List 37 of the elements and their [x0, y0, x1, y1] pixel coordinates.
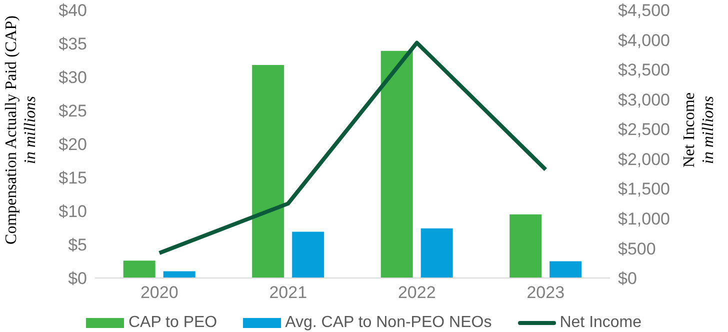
y2-axis-title: Net Income in millions [681, 92, 717, 168]
y-tick-label: $40 [58, 1, 87, 20]
legend-label: Avg. CAP to Non-PEO NEOs [285, 314, 492, 332]
y2-tick-label: $3,500 [618, 60, 670, 80]
bar [550, 261, 582, 278]
y-tick-label: $35 [58, 34, 87, 54]
y2-tick-label: $500 [618, 239, 656, 258]
y-tick-label: $5 [68, 236, 87, 255]
y-tick-label: $10 [58, 202, 87, 222]
x-tick-label: 2021 [269, 283, 308, 302]
y-tick-label: $0 [68, 269, 87, 288]
bar [380, 50, 413, 278]
line-series [157, 40, 548, 255]
y-axis-title: Compensation Actually Paid (CAP) in millions [3, 16, 39, 244]
y2-tick-label: $1,500 [618, 180, 670, 199]
bar [292, 232, 324, 278]
legend-label: Net Income [560, 314, 642, 332]
y2-tick-label: $1,000 [618, 209, 670, 228]
bar [123, 260, 156, 278]
x-tick-label: 2022 [398, 283, 436, 302]
y2-tick-label: $2,500 [618, 120, 670, 140]
y2-tick-label: $0 [618, 269, 637, 288]
y2-tick-label: $2,000 [618, 150, 670, 169]
bar [510, 214, 542, 278]
y-tick-label: $20 [58, 135, 87, 154]
bar [252, 64, 284, 278]
y-tick-label: $15 [58, 168, 87, 188]
y-tick-label: $25 [58, 102, 87, 121]
bar [163, 271, 196, 278]
y-tick-label: $30 [58, 68, 87, 88]
y2-tick-label: $3,000 [618, 90, 670, 110]
y2-tick-label: $4,500 [618, 1, 670, 20]
y2-tick-label: $4,000 [618, 30, 670, 50]
bar [420, 228, 453, 278]
x-tick-label: 2020 [140, 283, 178, 302]
legend-label: CAP to PEO [128, 314, 218, 332]
x-tick-label: 2023 [526, 283, 565, 302]
